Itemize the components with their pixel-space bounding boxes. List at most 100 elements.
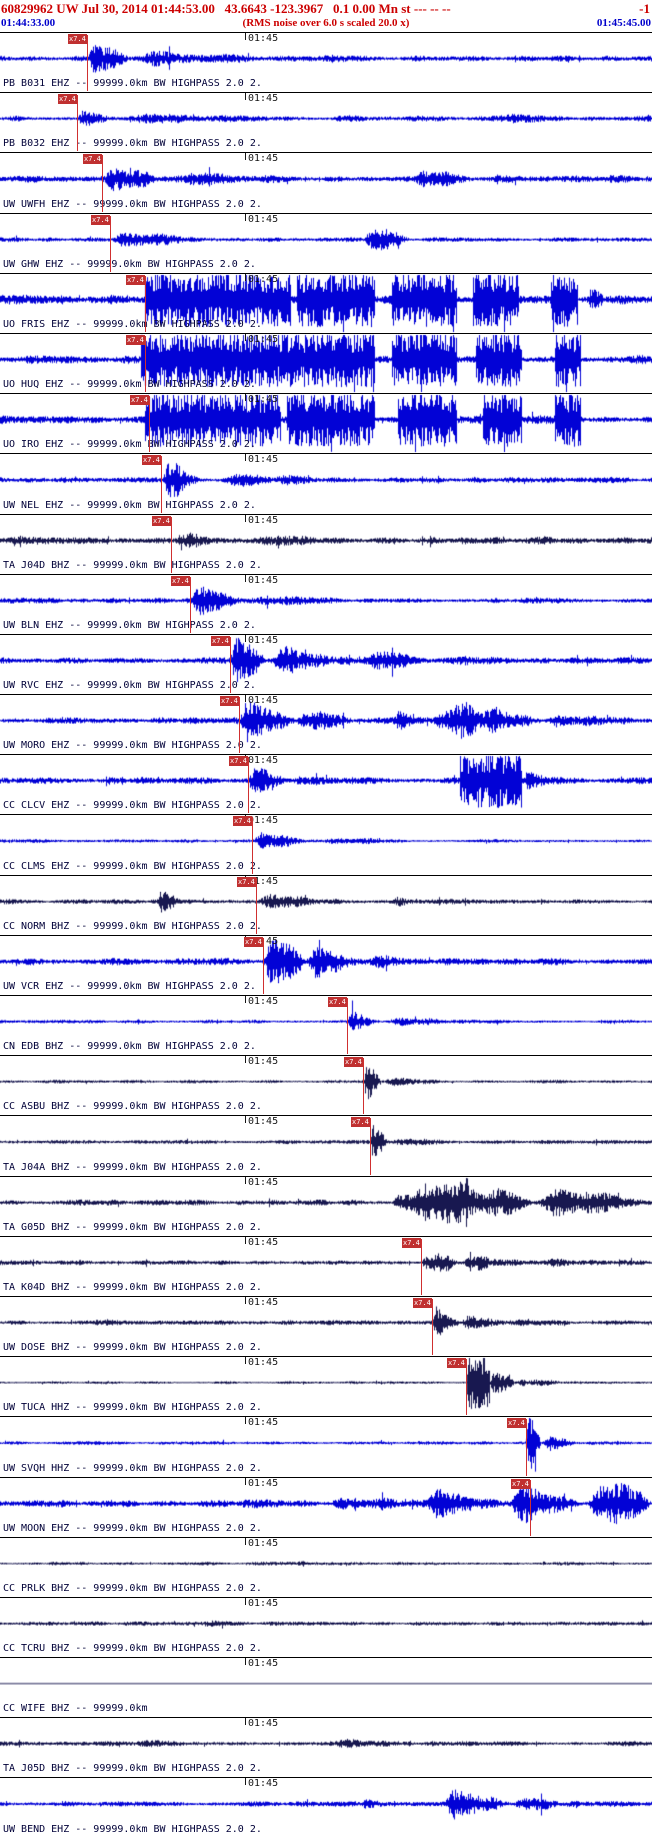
waveform-canvas[interactable] — [0, 634, 652, 695]
time-tick-label: 01:45 — [248, 1176, 279, 1188]
waveform-canvas[interactable] — [0, 1417, 652, 1477]
time-tick — [245, 93, 246, 101]
pick-flag[interactable]: x7.4 — [229, 756, 248, 767]
waveform-canvas[interactable] — [0, 33, 652, 93]
waveform-canvas[interactable] — [0, 1597, 652, 1658]
pick-flag[interactable]: x7.4 — [68, 34, 87, 44]
waveform-canvas[interactable] — [0, 153, 652, 213]
pick-line — [87, 35, 88, 92]
pick-flag[interactable]: x7.4 — [507, 1418, 526, 1429]
time-tick — [245, 273, 246, 281]
pick-flag[interactable]: x7.4 — [91, 214, 110, 225]
waveform-canvas[interactable] — [0, 394, 652, 454]
waveform-canvas[interactable] — [0, 1296, 652, 1357]
pick-flag[interactable]: x7.4 — [402, 1237, 421, 1248]
pick-flag[interactable]: x7.4 — [511, 1478, 530, 1489]
pick-flag[interactable]: x7.4 — [130, 395, 149, 406]
pick-flag[interactable]: x7.4 — [447, 1358, 466, 1369]
time-tick — [245, 574, 246, 582]
pick-line — [248, 757, 249, 814]
pick-flag[interactable]: x7.4 — [413, 1297, 432, 1308]
pick-flag[interactable]: x7.4 — [171, 575, 190, 586]
pick-flag[interactable]: x7.4 — [83, 154, 102, 165]
waveform-canvas[interactable] — [0, 695, 652, 755]
station-label: UW TUCA HHZ -- 99999.0km BW HIGHPASS 2.0… — [3, 1402, 262, 1414]
waveform-canvas[interactable] — [0, 875, 652, 935]
pick-flag[interactable]: x7.4 — [142, 455, 161, 466]
pick-line — [77, 95, 78, 152]
trace-row-uw-rvc: 01:45 UW RVC EHZ -- 99999.0km BW HIGHPAS… — [0, 633, 652, 695]
waveform-canvas[interactable] — [0, 514, 652, 574]
time-tick-label: 01:45 — [248, 333, 279, 345]
pick-flag[interactable]: x7.4 — [211, 635, 230, 646]
time-tick — [245, 695, 246, 703]
waveform-canvas[interactable] — [0, 574, 652, 634]
trace-row-ta-g05d: 01:45 TA G05D BHZ -- 99999.0km BW HIGHPA… — [0, 1175, 652, 1236]
pick-flag[interactable]: x7.4 — [58, 94, 77, 105]
pick-flag[interactable]: x7.4 — [344, 1057, 363, 1068]
waveform-canvas[interactable] — [0, 755, 652, 815]
station-label: UW NEL EHZ -- 99999.0km BW HIGHPASS 2.0 … — [3, 499, 256, 511]
time-tick-label: 01:45 — [248, 454, 279, 466]
time-tick-label: 01:45 — [248, 1537, 279, 1549]
trace-row-cc-wife: 01:45 CC WIFE BHZ -- 99999.0km — [0, 1657, 652, 1718]
trace-row-pb-b031: 01:45 PB B031 EHZ -- 99999.0km BW HIGHPA… — [0, 32, 652, 93]
waveform-canvas[interactable] — [0, 815, 652, 875]
trace-row-uo-iro: 01:45 UO IRO EHZ -- 99999.0km BW HIGHPAS… — [0, 393, 652, 454]
pick-line — [145, 335, 146, 393]
waveform-canvas[interactable] — [0, 1357, 652, 1417]
pick-line — [230, 636, 231, 694]
waveform-canvas[interactable] — [0, 1477, 652, 1537]
waveform-canvas[interactable] — [0, 1537, 652, 1597]
waveform-canvas[interactable] — [0, 1778, 652, 1838]
pick-flag[interactable]: x7.4 — [328, 997, 347, 1007]
time-tick — [245, 1718, 246, 1726]
waveform-canvas[interactable] — [0, 996, 652, 1056]
pick-line — [347, 998, 348, 1055]
trace-row-cc-norm: 01:45 CC NORM BHZ -- 99999.0km BW HIGHPA… — [0, 874, 652, 935]
waveform-canvas[interactable] — [0, 1718, 652, 1778]
waveform-canvas[interactable] — [0, 273, 652, 333]
waveform-canvas[interactable] — [0, 1658, 652, 1718]
time-tick — [245, 996, 246, 1003]
waveform-canvas[interactable] — [0, 1116, 652, 1176]
pick-flag[interactable]: x7.4 — [126, 334, 145, 345]
pick-flag[interactable]: x7.4 — [237, 876, 256, 887]
station-label: TA J05D BHZ -- 99999.0km BW HIGHPASS 2.0… — [3, 1763, 262, 1775]
station-label: UO IRO EHZ -- 99999.0km BW HIGHPASS 2.0 … — [3, 439, 256, 451]
waveform-canvas[interactable] — [0, 1176, 652, 1236]
event-summary: 60829962 UW Jul 30, 2014 01:44:53.00 43.… — [1, 1, 451, 16]
time-tick-label: 01:45 — [248, 1116, 279, 1128]
pick-flag[interactable]: x7.4 — [126, 274, 145, 285]
pick-flag[interactable]: x7.4 — [233, 816, 252, 827]
pick-line — [239, 697, 240, 754]
station-label: CC ASBU BHZ -- 99999.0km BW HIGHPASS 2.0… — [3, 1101, 262, 1113]
waveform-canvas[interactable] — [0, 1236, 652, 1296]
station-label: UW UWFH EHZ -- 99999.0km BW HIGHPASS 2.0… — [3, 198, 262, 210]
waveform-canvas[interactable] — [0, 333, 652, 394]
pick-line — [256, 877, 257, 934]
station-label: UW MORO EHZ -- 99999.0km BW HIGHPASS 2.0… — [3, 740, 262, 752]
window-start-time: 01:44:33.00 — [1, 17, 56, 29]
station-label: PB B031 EHZ -- 99999.0km BW HIGHPASS 2.0… — [3, 78, 262, 90]
station-label: TA J04A BHZ -- 99999.0km BW HIGHPASS 2.0… — [3, 1161, 262, 1173]
station-label: CC CLCV EHZ -- 99999.0km BW HIGHPASS 2.0… — [3, 800, 262, 812]
waveform-canvas[interactable] — [0, 935, 652, 995]
time-tick — [245, 33, 246, 40]
waveform-canvas[interactable] — [0, 454, 652, 514]
waveform-canvas[interactable] — [0, 1056, 652, 1116]
pick-flag[interactable]: x7.4 — [351, 1117, 370, 1128]
waveform-canvas[interactable] — [0, 93, 652, 153]
time-tick-label: 01:45 — [248, 1296, 279, 1308]
rms-note: (RMS noise over 6.0 s scaled 20.0 x) — [242, 17, 410, 29]
time-tick-label: 01:45 — [248, 1778, 279, 1790]
trace-row-uw-vcr: 01:45 UW VCR EHZ -- 99999.0km BW HIGHPAS… — [0, 934, 652, 995]
time-tick — [245, 1597, 246, 1605]
pick-flag[interactable]: x7.4 — [220, 696, 239, 707]
trace-row-ta-j04a: 01:45 TA J04A BHZ -- 99999.0km BW HIGHPA… — [0, 1115, 652, 1176]
station-label: CC TCRU BHZ -- 99999.0km BW HIGHPASS 2.0… — [3, 1643, 262, 1655]
pick-flag[interactable]: x7.4 — [244, 936, 263, 947]
time-tick — [245, 634, 246, 642]
pick-flag[interactable]: x7.4 — [152, 515, 171, 526]
